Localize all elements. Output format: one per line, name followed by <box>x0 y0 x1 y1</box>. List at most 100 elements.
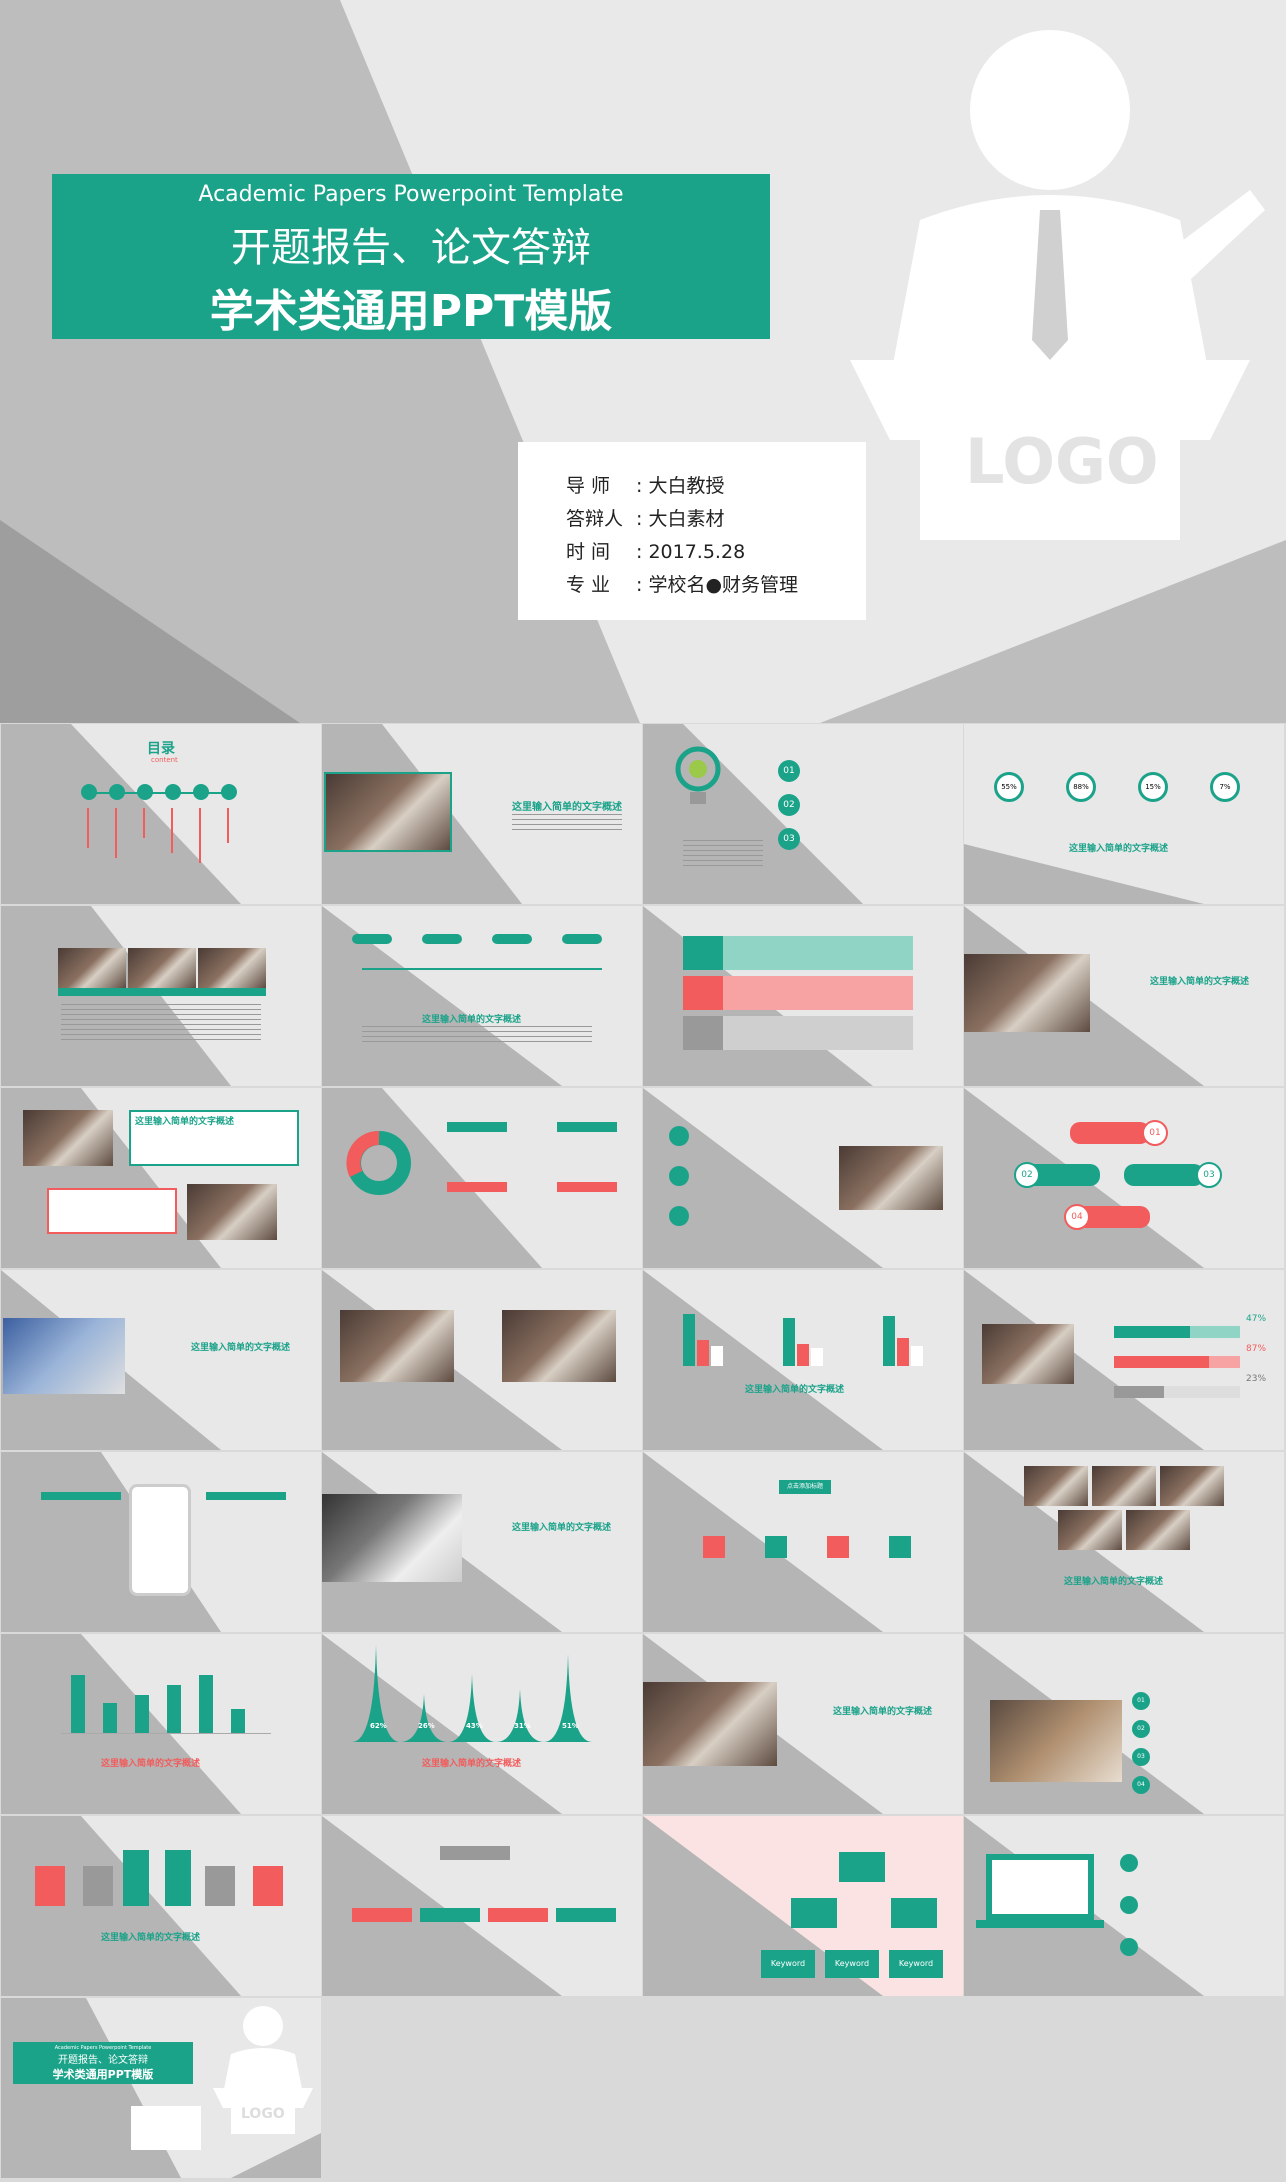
thumb-org-chart[interactable]: 这里输入简单的文字概述 <box>1 1816 321 1996</box>
photo <box>1058 1510 1122 1550</box>
click-title: 点击添加标题 <box>779 1480 831 1494</box>
info-label: 答辩人 <box>566 508 624 530</box>
info-label: 导 师 <box>566 475 611 497</box>
info-row-date: 时 间: 2017.5.28 <box>566 536 866 569</box>
title-slide[interactable]: LOGO Academic Papers Powerpoint Template… <box>0 0 1286 723</box>
title-banner: Academic Papers Powerpoint Template 开题报告… <box>52 174 770 339</box>
lightbulb-icon <box>675 746 721 804</box>
peak-label: 26% <box>418 1722 435 1730</box>
headline: 这里输入简单的文字概述 <box>745 1385 845 1395</box>
thumb-photo-business[interactable]: 这里输入简单的文字概述 <box>643 1634 963 1814</box>
thumb-bar-chart[interactable]: 这里输入简单的文字概述 <box>1 1634 321 1814</box>
thumb-photo-collage[interactable]: 这里输入简单的文字概述 <box>964 1452 1284 1632</box>
photo <box>128 948 196 988</box>
thumb-three-photos[interactable] <box>1 906 321 1086</box>
slide-thumbnail-grid: 目录 content 这里输入简单的文字概述 01 02 03 55% 88% … <box>0 724 1286 2182</box>
step-badge: 04 <box>1064 1204 1090 1230</box>
presenter-icon <box>850 30 1265 540</box>
presenter-icon <box>213 2006 313 2134</box>
thumb-closing-slide[interactable]: LOGO Academic Papers Powerpoint Template… <box>1 1998 321 2178</box>
info-card: 导 师: 大白教授 答辩人: 大白素材 时 间: 2017.5.28 专 业: … <box>518 442 866 620</box>
thumb-donut[interactable] <box>322 1088 642 1268</box>
toc-icon <box>81 784 97 800</box>
thumb-photo-left[interactable]: 这里输入简单的文字概述 <box>1 1270 321 1450</box>
english-subtitle: Academic Papers Powerpoint Template <box>198 182 624 207</box>
info-label: 时 间 <box>566 541 611 563</box>
step-badge: 03 <box>1196 1162 1222 1188</box>
thumb-photo-boxes[interactable]: 这里输入简单的文字概述 <box>1 1088 321 1268</box>
thumb-peaks[interactable]: 62% 26% 43% 31% 51% 这里输入简单的文字概述 <box>322 1634 642 1814</box>
info-row-major: 专 业: 学校名●财务管理 <box>566 569 866 602</box>
photo <box>1024 1466 1088 1506</box>
thumb-percent-circles[interactable]: 55% 88% 15% 7% 这里输入简单的文字概述 <box>964 724 1284 904</box>
logo-text: LOGO <box>965 425 1159 498</box>
thumb-keywords[interactable]: Keyword Keyword Keyword <box>643 1816 963 1996</box>
photo <box>187 1184 277 1240</box>
thumb-org-icons[interactable]: 点击添加标题 <box>643 1452 963 1632</box>
percent-circle: 7% <box>1210 772 1240 802</box>
headline: 这里输入简单的文字概述 <box>512 802 622 813</box>
headline: 这里输入简单的文字概述 <box>1150 977 1250 987</box>
thumb-icons-photo[interactable] <box>643 1088 963 1268</box>
percent-circle: 55% <box>994 772 1024 802</box>
thumb-timeline[interactable]: 这里输入简单的文字概述 <box>322 906 642 1086</box>
step-badge: 02 <box>778 794 800 816</box>
cart-icon <box>891 1898 937 1928</box>
step-badge: 02 <box>1132 1720 1150 1738</box>
donut-chart <box>346 1131 411 1195</box>
thumb-toc[interactable]: 目录 content <box>1 724 321 904</box>
headline: 这里输入简单的文字概述 <box>1064 1577 1164 1587</box>
headline: 这里输入简单的文字概述 <box>101 1759 201 1769</box>
mini-subtitle: Academic Papers Powerpoint Template <box>54 2045 152 2051</box>
photo <box>990 1700 1122 1782</box>
info-value: 大白教授 <box>648 475 725 497</box>
mini-title-2: 学术类通用PPT模版 <box>52 2068 154 2081</box>
thumb-photo-text[interactable]: 这里输入简单的文字概述 <box>322 724 642 904</box>
title-line-1: 开题报告、论文答辩 <box>231 225 591 271</box>
toc-icon <box>109 784 125 800</box>
photo <box>198 948 266 988</box>
toc-icon <box>165 784 181 800</box>
logo-text: LOGO <box>241 2106 285 2122</box>
thumb-numbered-pills[interactable]: 01 02 03 04 <box>964 1088 1284 1268</box>
thumbs-up-icon <box>839 1852 885 1882</box>
toc-icon <box>221 784 237 800</box>
thumb-growth[interactable]: 01 02 03 04 <box>964 1634 1284 1814</box>
stat-value: 87% <box>1246 1344 1267 1354</box>
photo <box>839 1146 943 1210</box>
stat-value: 47% <box>1246 1314 1267 1324</box>
thumb-laptop[interactable] <box>964 1816 1284 1996</box>
photo <box>3 1318 125 1394</box>
headline: 这里输入简单的文字概述 <box>833 1707 933 1717</box>
meeting-photo <box>964 954 1090 1032</box>
info-value: 学校名●财务管理 <box>648 574 799 596</box>
headline: 这里输入简单的文字概述 <box>512 1523 612 1533</box>
headline: 这里输入简单的文字概述 <box>135 1117 235 1127</box>
keyword-box: Keyword <box>761 1950 815 1978</box>
thumb-tree[interactable] <box>322 1816 642 1996</box>
headline: 这里输入简单的文字概述 <box>422 1015 522 1025</box>
headline: 这里输入简单的文字概述 <box>422 1759 522 1769</box>
thumb-progress[interactable]: 47% 87% 23% <box>964 1270 1284 1450</box>
thumb-two-photos[interactable] <box>322 1270 642 1450</box>
thumb-photo-desk[interactable]: 这里输入简单的文字概述 <box>322 1452 642 1632</box>
toc-subtitle: content <box>151 756 178 764</box>
toc-title: 目录 <box>147 741 175 757</box>
laptop-icon <box>986 1854 1094 1920</box>
photo <box>23 1110 113 1166</box>
info-label: 专 业 <box>566 574 611 596</box>
headline: 这里输入简单的文字概述 <box>101 1933 201 1943</box>
step-badge: 01 <box>1132 1692 1150 1710</box>
thumb-lightbulb[interactable]: 01 02 03 <box>643 724 963 904</box>
step-badge: 03 <box>778 828 800 850</box>
thumb-bars-list[interactable] <box>643 906 963 1086</box>
thumb-bar-groups[interactable]: 这里输入简单的文字概述 <box>643 1270 963 1450</box>
peak-label: 31% <box>514 1722 531 1730</box>
peak-chart <box>352 1644 592 1742</box>
mini-title-1: 开题报告、论文答辩 <box>58 2055 148 2066</box>
thumb-phone[interactable] <box>1 1452 321 1632</box>
thumb-photo-headline[interactable]: 这里输入简单的文字概述 <box>964 906 1284 1086</box>
step-badge: 01 <box>1142 1120 1168 1146</box>
step-badge: 03 <box>1132 1748 1150 1766</box>
headline: 这里输入简单的文字概述 <box>191 1343 291 1353</box>
